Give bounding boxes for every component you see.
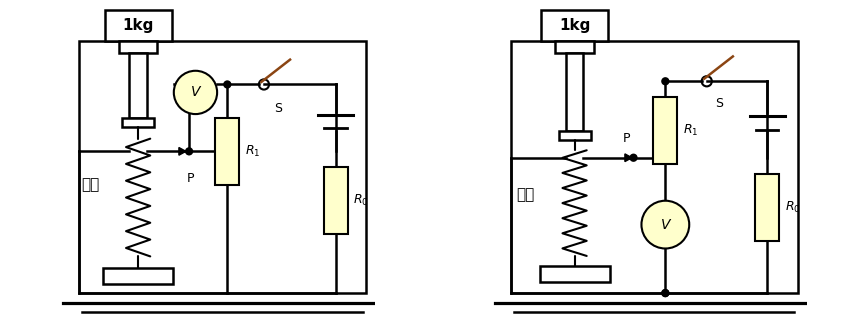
Text: $R_0$: $R_0$: [785, 200, 801, 214]
Text: V: V: [191, 85, 200, 99]
Circle shape: [661, 77, 670, 85]
Text: 弹簧: 弹簧: [81, 177, 99, 192]
Text: $R_1$: $R_1$: [683, 123, 698, 138]
Text: S: S: [715, 97, 723, 110]
Circle shape: [174, 71, 217, 114]
Circle shape: [629, 154, 638, 162]
Bar: [122, 118, 154, 127]
Bar: [755, 174, 779, 240]
Text: P: P: [623, 132, 631, 145]
Text: 弹簧: 弹簧: [516, 187, 534, 202]
Bar: [566, 53, 583, 131]
Bar: [556, 42, 594, 53]
Text: $R_0$: $R_0$: [353, 193, 369, 208]
Text: P: P: [187, 172, 194, 185]
Text: V: V: [661, 218, 670, 232]
Text: S: S: [274, 102, 283, 115]
Bar: [559, 131, 590, 140]
Polygon shape: [625, 154, 632, 162]
Circle shape: [661, 289, 670, 297]
Bar: [653, 97, 677, 164]
Bar: [79, 42, 365, 293]
Bar: [539, 266, 610, 282]
Circle shape: [185, 147, 194, 155]
Text: $R_1$: $R_1$: [245, 144, 260, 159]
Circle shape: [661, 289, 670, 297]
Circle shape: [641, 201, 689, 249]
Polygon shape: [179, 148, 186, 155]
Bar: [105, 10, 172, 42]
Bar: [511, 42, 797, 293]
Circle shape: [223, 80, 232, 89]
Bar: [541, 10, 608, 42]
Bar: [324, 167, 347, 234]
Bar: [119, 42, 157, 53]
Bar: [103, 267, 173, 283]
Text: 1kg: 1kg: [123, 18, 154, 33]
Bar: [215, 118, 239, 185]
Text: 1kg: 1kg: [559, 18, 590, 33]
Bar: [130, 53, 147, 118]
